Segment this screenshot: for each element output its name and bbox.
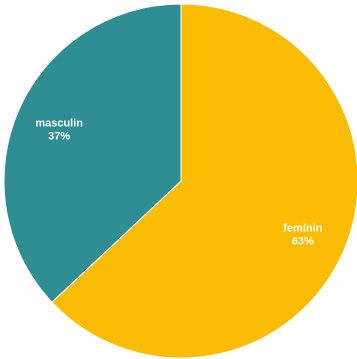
slice-value-feminin: 63% xyxy=(292,236,314,248)
slice-label-feminin: feminin xyxy=(283,223,322,235)
slice-label-masculin: masculin xyxy=(35,117,83,129)
slice-value-masculin: 37% xyxy=(48,130,70,142)
